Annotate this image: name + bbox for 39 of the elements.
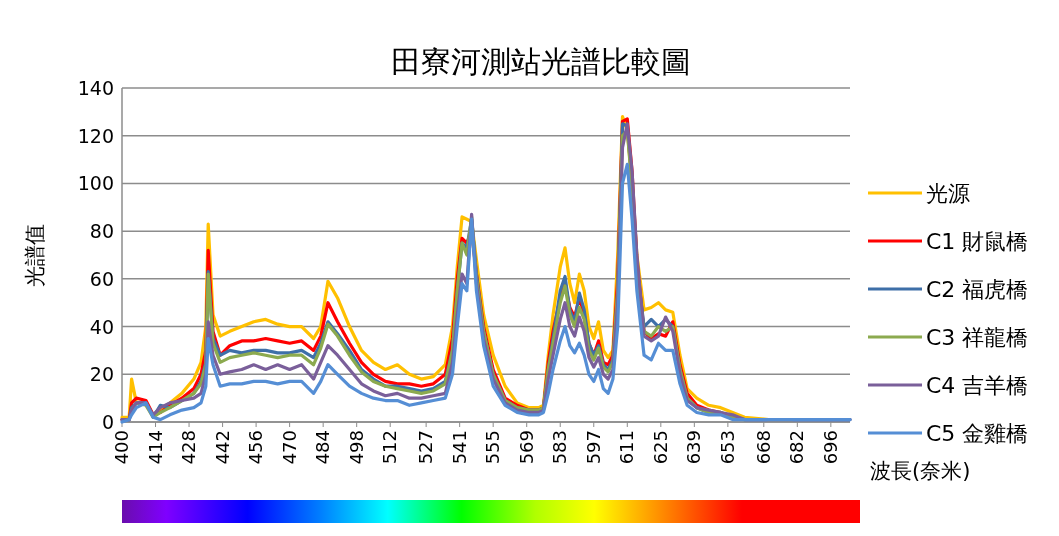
legend-label: C3 祥龍橋: [926, 325, 1029, 350]
x-tick-label: 555: [482, 430, 504, 465]
x-tick-label: 696: [819, 430, 841, 465]
y-tick-label: 20: [89, 363, 114, 386]
legend-label: C1 財鼠橋: [926, 229, 1029, 254]
x-tick-label: 512: [379, 430, 401, 465]
y-tick-label: 0: [101, 411, 114, 433]
x-tick-label: 470: [278, 430, 300, 465]
x-tick-label: 527: [415, 430, 437, 465]
x-tick-label: 400: [111, 430, 132, 465]
x-tick-label: 484: [312, 430, 334, 465]
x-tick-label: 569: [515, 430, 537, 465]
y-tick-label: 80: [89, 220, 114, 243]
y-tick-label: 40: [89, 315, 114, 338]
x-tick-label: 639: [683, 430, 705, 465]
legend-label: C5 金雞橋: [926, 421, 1029, 446]
x-tick-label: 668: [752, 430, 774, 465]
x-tick-label: 456: [245, 430, 267, 465]
x-tick-label: 498: [345, 430, 367, 465]
y-tick-label: 60: [89, 267, 114, 290]
x-tick-label: 583: [549, 430, 571, 465]
y-axis-title: 光譜值: [23, 223, 47, 287]
y-tick-label: 120: [77, 124, 114, 147]
x-tick-label: 541: [448, 430, 470, 465]
legend-label: 光源: [926, 181, 970, 206]
chart-title: 田寮河測站光譜比較圖: [391, 44, 691, 79]
legend-label: C2 福虎橋: [926, 277, 1029, 302]
y-tick-label: 140: [77, 77, 114, 99]
x-tick-label: 682: [786, 430, 808, 465]
x-tick-label: 611: [616, 430, 638, 465]
x-axis-title: 波長(奈米): [870, 459, 971, 483]
x-tick-label: 597: [582, 430, 604, 465]
x-tick-label: 414: [144, 430, 166, 465]
x-tick-label: 653: [716, 430, 738, 465]
y-tick-label: 100: [77, 172, 114, 195]
x-tick-label: 442: [211, 430, 233, 465]
x-tick-label: 428: [178, 430, 200, 465]
x-tick-label: 625: [649, 430, 671, 465]
legend-label: C4 吉羊橋: [926, 373, 1029, 398]
